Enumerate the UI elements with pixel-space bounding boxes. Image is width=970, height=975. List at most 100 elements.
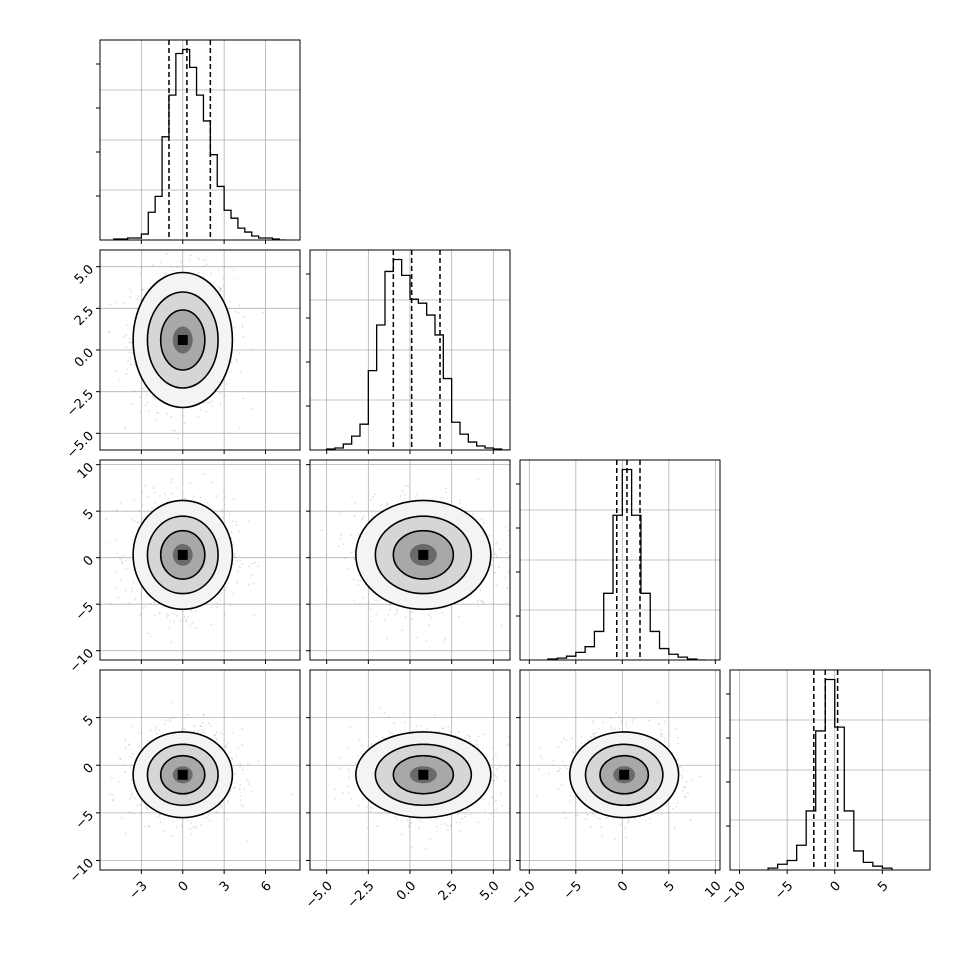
sample-point — [220, 592, 222, 594]
sample-point — [140, 411, 142, 413]
y-tick-label: −10 — [67, 646, 97, 676]
sample-point — [125, 590, 127, 592]
sample-point — [390, 609, 392, 611]
sample-point — [248, 566, 250, 568]
sample-point — [498, 567, 500, 569]
sample-point — [217, 602, 219, 604]
sample-point — [495, 754, 497, 756]
sample-point — [197, 730, 199, 732]
sample-point — [565, 739, 567, 741]
sample-point — [436, 825, 438, 827]
sample-point — [381, 504, 383, 506]
sample-point — [460, 822, 462, 824]
sample-point — [401, 629, 403, 631]
sample-point — [167, 614, 169, 616]
sample-point — [155, 730, 157, 732]
density-panel-2-1 — [306, 454, 538, 664]
sample-point — [239, 795, 241, 797]
sample-point — [217, 269, 219, 271]
density-peak-cell — [178, 770, 188, 780]
sample-point — [443, 727, 445, 729]
sample-point — [164, 723, 166, 725]
sample-point — [171, 701, 173, 703]
sample-point — [435, 454, 437, 456]
sample-point — [236, 560, 238, 562]
sample-point — [142, 517, 144, 519]
sample-point — [390, 732, 392, 734]
sample-point — [131, 403, 133, 405]
sample-point — [139, 615, 141, 617]
y-tick-label: 2.5 — [72, 304, 97, 329]
sample-point — [458, 731, 460, 733]
sample-point — [125, 748, 127, 750]
sample-point — [238, 531, 240, 533]
sample-point — [189, 259, 191, 261]
sample-point — [343, 543, 345, 545]
sample-point — [447, 825, 449, 827]
sample-point — [376, 825, 378, 827]
sample-point — [236, 359, 238, 361]
sample-point — [334, 798, 336, 800]
sample-point — [251, 408, 253, 410]
sample-point — [141, 504, 143, 506]
sample-point — [147, 496, 149, 498]
sample-point — [125, 568, 127, 570]
sample-point — [129, 798, 131, 800]
sample-point — [189, 828, 191, 830]
sample-point — [157, 816, 159, 818]
sample-point — [154, 492, 156, 494]
sample-point — [357, 533, 359, 535]
sample-point — [548, 772, 550, 774]
sample-point — [416, 725, 418, 727]
sample-point — [169, 718, 171, 720]
sample-point — [226, 587, 228, 589]
y-tick-label: −5 — [73, 600, 97, 624]
sample-point — [200, 497, 202, 499]
sample-point — [388, 731, 390, 733]
density-content — [86, 460, 300, 660]
y-tick-label: −5 — [73, 808, 97, 832]
sample-point — [120, 503, 122, 505]
sample-point — [396, 609, 398, 611]
sample-point — [495, 543, 497, 545]
sample-point — [129, 296, 131, 298]
sample-point — [116, 510, 118, 512]
sample-point — [193, 827, 195, 829]
sample-point — [357, 755, 359, 757]
sample-point — [138, 510, 140, 512]
sample-point — [220, 403, 222, 405]
sample-point — [172, 821, 174, 823]
sample-point — [231, 757, 233, 759]
sample-point — [399, 495, 401, 497]
sample-point — [150, 603, 152, 605]
sample-point — [225, 589, 227, 591]
sample-point — [115, 302, 117, 304]
sample-point — [202, 722, 204, 724]
sample-point — [380, 813, 382, 815]
sample-point — [370, 811, 372, 813]
sample-point — [200, 824, 202, 826]
sample-point — [171, 479, 173, 481]
sample-point — [505, 526, 507, 528]
sample-point — [476, 744, 478, 746]
sample-point — [160, 262, 162, 264]
sample-point — [210, 725, 212, 727]
sample-point — [128, 602, 130, 604]
sample-point — [189, 625, 191, 627]
sample-point — [234, 553, 236, 555]
sample-point — [445, 492, 447, 494]
sample-point — [156, 412, 158, 414]
sample-point — [370, 499, 372, 501]
sample-point — [216, 606, 218, 608]
sample-point — [233, 269, 235, 271]
sample-point — [501, 805, 503, 807]
sample-point — [195, 610, 197, 612]
sample-point — [212, 405, 214, 407]
sample-point — [229, 751, 231, 753]
sample-point — [495, 777, 497, 779]
sample-point — [252, 349, 254, 351]
sample-point — [156, 733, 158, 735]
sample-point — [173, 621, 175, 623]
sample-point — [251, 574, 253, 576]
sample-point — [504, 577, 506, 579]
